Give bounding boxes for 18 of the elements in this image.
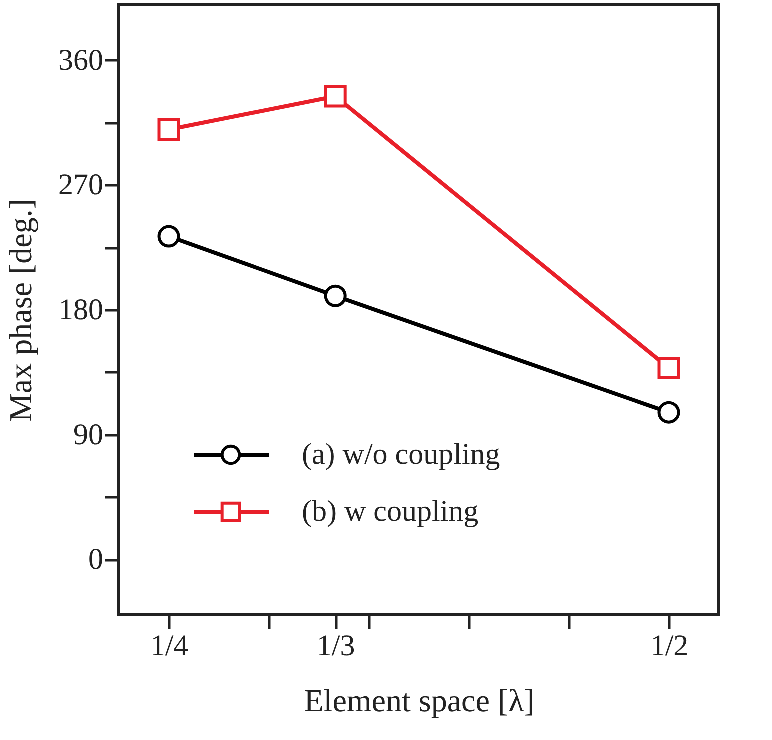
y-tick-label: 360 [58,44,104,77]
point [658,356,680,380]
legend-label: (a) w/o coupling [302,438,500,471]
point [158,225,180,248]
point [158,118,180,142]
point [324,85,347,108]
y-axis-title: Max phase [deg.] [2,198,38,422]
x-tick-label: 1/4 [150,630,189,662]
y-tick-label: 0 [88,543,104,576]
x-tick-label: 1/3 [316,630,356,662]
y-tick-label: 270 [58,168,104,202]
point [658,401,680,424]
y-tick-label: 180 [58,294,104,326]
point [324,284,347,308]
x-axis-title: Element space [λ] [304,682,535,718]
y-tick-label: 90 [74,418,104,452]
legend-label: (b) w coupling [302,495,479,528]
x-tick-label: 1/2 [650,630,689,662]
